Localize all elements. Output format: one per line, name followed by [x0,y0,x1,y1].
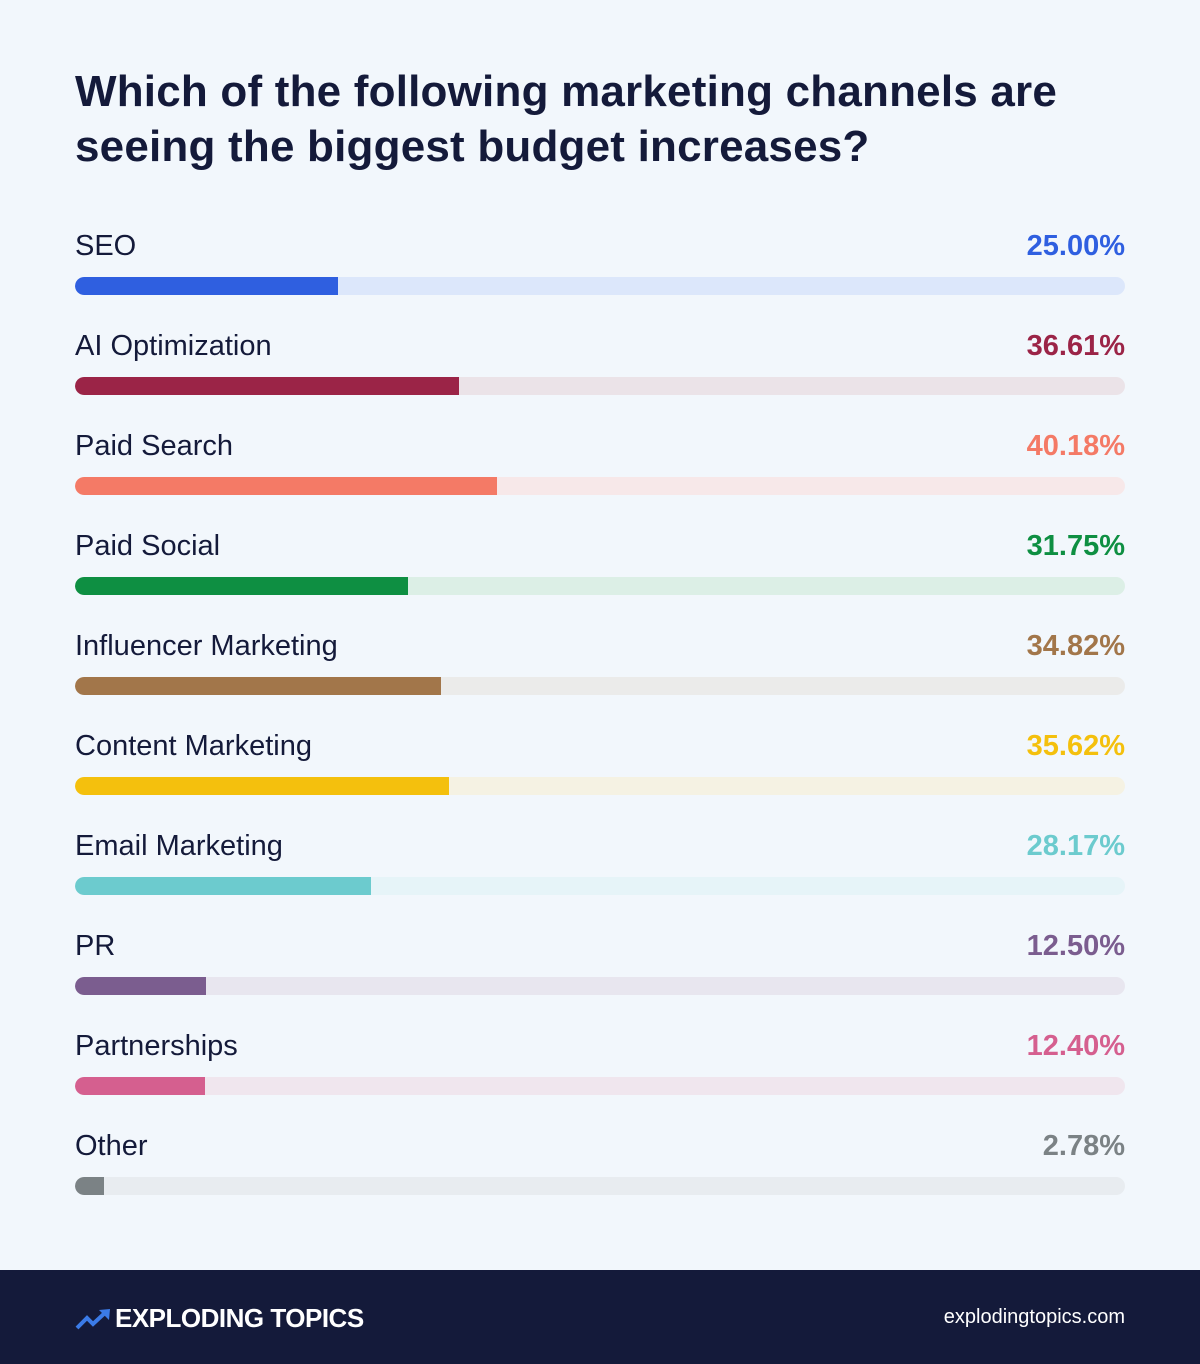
bar-track [75,677,1125,695]
value-label: 34.82% [1026,630,1125,662]
bar-row: Influencer Marketing 34.82% [75,628,1125,728]
chart-title: Which of the following marketing channel… [75,67,1058,171]
value-label: 28.17% [1026,830,1125,862]
bar [75,777,449,795]
category-label: Other [75,1130,148,1162]
bar-track [75,477,1125,495]
website-link[interactable]: explodingtopics.com [943,1306,1125,1328]
bar [75,277,338,295]
value-label: 40.18% [1026,430,1125,462]
category-label: Influencer Marketing [75,630,338,662]
category-label: Partnerships [75,1030,238,1062]
bar-row: Content Marketing 35.62% [75,728,1125,828]
trending-arrow-icon [75,1308,110,1329]
bar-track [75,1077,1125,1095]
bar-row: AI Optimization 36.61% [75,328,1125,428]
bar [75,877,371,895]
category-label: Email Marketing [75,830,283,862]
bar-row: Email Marketing 28.17% [75,828,1125,928]
category-label: Content Marketing [75,730,312,762]
category-label: PR [75,930,116,962]
brand-logo[interactable]: EXPLODING TOPICS [75,1303,364,1334]
bar-row: Partnerships 12.40% [75,1028,1125,1128]
brand-name: EXPLODING TOPICS [115,1303,364,1333]
bar-row: Other 2.78% [75,1128,1125,1228]
value-label: 25.00% [1026,230,1125,262]
bar [75,977,207,995]
value-label: 35.62% [1026,730,1125,762]
bar [75,577,409,595]
bar-row: SEO 25.00% [75,228,1125,328]
bar-row: Paid Search 40.18% [75,428,1125,528]
value-label: 36.61% [1026,330,1125,362]
value-label: 12.40% [1026,1030,1125,1062]
category-label: AI Optimization [75,330,272,362]
category-label: Paid Social [75,530,221,562]
bar-track [75,877,1125,895]
bar-track [75,377,1125,395]
bar-chart: SEO 25.00% AI Optimization 36.61% Paid S… [75,228,1125,1228]
value-label: 2.78% [1042,1130,1125,1162]
bar-row: PR 12.50% [75,928,1125,1028]
bar-track [75,277,1125,295]
bar-track [75,1177,1125,1195]
bar [75,1177,105,1195]
bar-row: Paid Social 31.75% [75,528,1125,628]
category-label: SEO [75,230,137,262]
value-label: 12.50% [1026,930,1125,962]
bar-track [75,777,1125,795]
category-label: Paid Search [75,430,233,462]
footer: EXPLODING TOPICS explodingtopics.com [0,1270,1200,1364]
bar [75,377,460,395]
bar [75,1077,206,1095]
bar-track [75,577,1125,595]
value-label: 31.75% [1026,530,1125,562]
bar-track [75,977,1125,995]
bar [75,677,441,695]
bar [75,477,497,495]
